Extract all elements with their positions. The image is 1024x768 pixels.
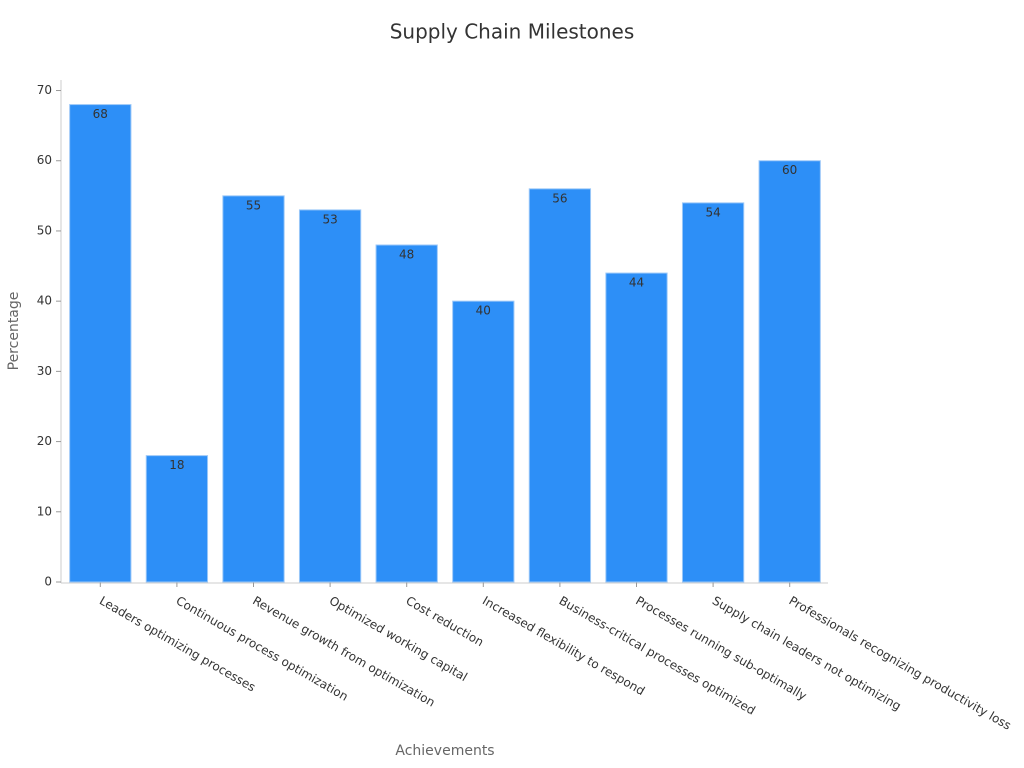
bar xyxy=(222,195,285,583)
y-tick-label: 0 xyxy=(44,575,52,589)
y-tick-label: 40 xyxy=(37,294,52,308)
bar xyxy=(452,300,515,583)
data-label: 48 xyxy=(399,247,414,261)
chart-title: Supply Chain Milestones xyxy=(390,20,635,44)
data-label: 55 xyxy=(246,198,261,212)
y-tick-label: 30 xyxy=(37,364,52,378)
bar xyxy=(298,209,362,583)
y-axis-title: Percentage xyxy=(6,292,22,371)
y-tick-label: 70 xyxy=(37,83,52,97)
bar xyxy=(145,455,209,583)
data-label: 40 xyxy=(476,304,491,318)
bar xyxy=(69,104,132,583)
data-label: 56 xyxy=(552,191,567,205)
bar xyxy=(681,202,745,583)
y-tick-label: 10 xyxy=(37,504,52,518)
bar xyxy=(605,272,668,583)
bar xyxy=(528,188,592,583)
x-axis-title: Achievements xyxy=(395,743,494,759)
bar xyxy=(375,244,438,583)
data-label: 68 xyxy=(93,107,108,121)
data-label: 60 xyxy=(782,163,797,177)
y-tick-label: 60 xyxy=(37,153,52,167)
data-label: 54 xyxy=(705,205,720,219)
data-label: 53 xyxy=(322,212,337,226)
y-tick-label: 20 xyxy=(37,434,52,448)
bar xyxy=(758,160,821,583)
data-label: 18 xyxy=(169,458,184,472)
x-tick-label: Leaders optimizing processes xyxy=(97,594,258,695)
data-label: 44 xyxy=(629,276,644,290)
x-tick-label: Optimized working capital xyxy=(327,594,470,685)
y-tick-label: 50 xyxy=(37,223,52,237)
